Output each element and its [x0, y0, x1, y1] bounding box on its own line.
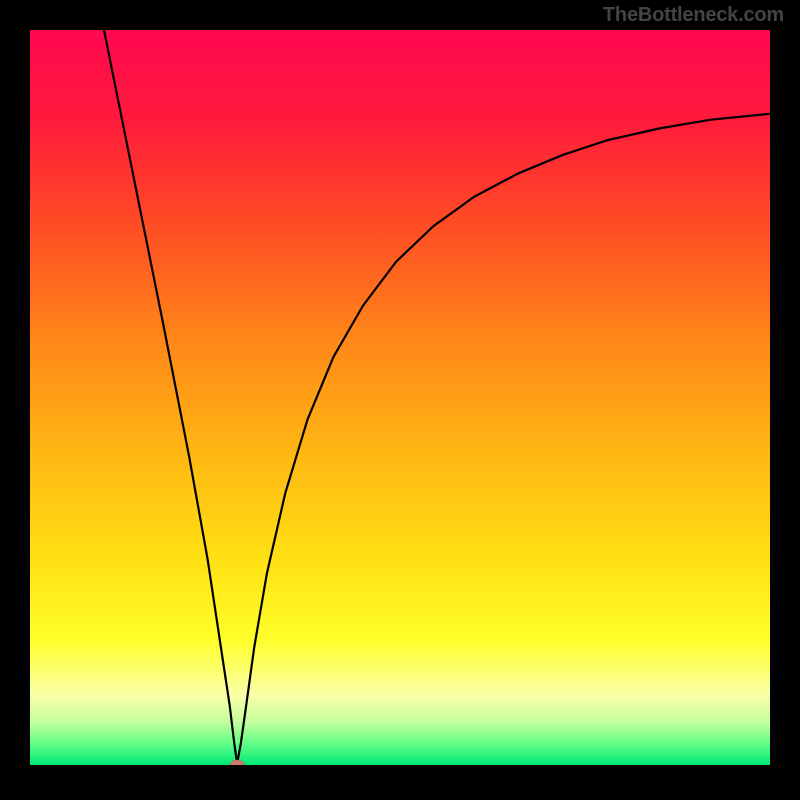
watermark-text: TheBottleneck.com	[603, 4, 784, 27]
minimum-marker	[230, 760, 244, 770]
bottleneck-chart	[0, 0, 800, 800]
gradient-background	[30, 30, 770, 765]
